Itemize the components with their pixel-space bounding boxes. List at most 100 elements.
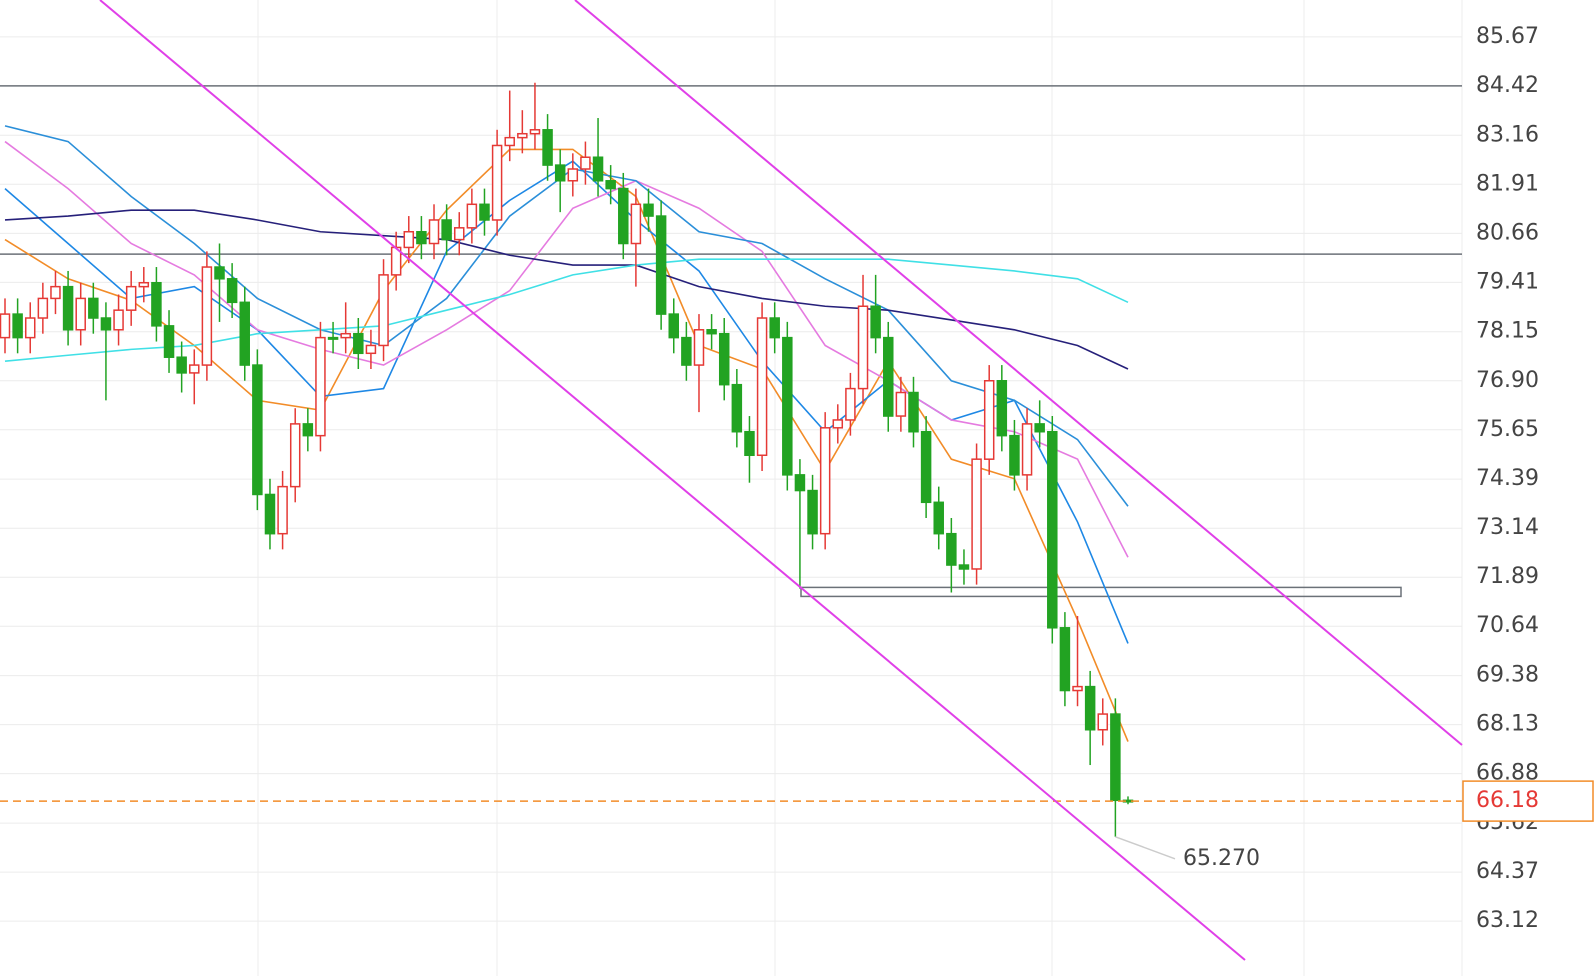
moving-average xyxy=(4,148,1129,742)
y-tick-label: 64.37 xyxy=(1476,859,1539,884)
candle-body xyxy=(252,364,263,496)
candle-body xyxy=(24,317,36,339)
candle-body xyxy=(1009,434,1020,476)
y-tick-label: 83.16 xyxy=(1476,122,1539,147)
y-tick-label: 63.12 xyxy=(1476,908,1539,933)
candle-body xyxy=(630,203,642,245)
candle-body xyxy=(0,313,11,339)
candle-body xyxy=(933,501,944,535)
candle-body xyxy=(731,383,743,433)
candle-body xyxy=(517,132,528,139)
y-tick-label: 73.14 xyxy=(1476,515,1539,540)
candle-body xyxy=(88,297,99,319)
candle-body xyxy=(870,305,881,339)
y-tick-label: 70.64 xyxy=(1476,613,1539,638)
candle-body xyxy=(782,336,793,476)
candle-body xyxy=(832,419,844,429)
y-tick-label: 71.89 xyxy=(1476,564,1539,589)
candle-body xyxy=(1084,685,1096,731)
candle-body xyxy=(580,156,591,170)
marks-layer xyxy=(0,82,1462,837)
candle-body xyxy=(1047,430,1058,629)
candle-body xyxy=(353,332,364,355)
candle-body xyxy=(441,219,452,241)
candle-body xyxy=(365,344,377,355)
moving-average xyxy=(4,125,1129,507)
moving-average xyxy=(4,209,1129,370)
range-box xyxy=(800,586,1402,598)
vertical-grid xyxy=(257,0,1463,976)
candle-body xyxy=(794,474,806,492)
y-tick-label: 84.42 xyxy=(1476,73,1539,98)
candle-body xyxy=(1059,627,1071,692)
candle-body xyxy=(895,391,907,417)
candle-body xyxy=(277,485,288,535)
y-tick-label: 81.91 xyxy=(1476,171,1539,196)
candle-body xyxy=(453,227,465,241)
candle-body xyxy=(996,380,1008,437)
candle-body xyxy=(504,136,515,147)
y-tick-label: 68.13 xyxy=(1476,712,1539,737)
candle-body xyxy=(643,203,654,217)
candle-body xyxy=(1110,713,1121,802)
candle-body xyxy=(340,332,351,339)
candle-body xyxy=(769,317,780,339)
candle-body xyxy=(655,215,667,315)
candle-body xyxy=(567,168,579,182)
candle-body xyxy=(908,391,919,433)
candle-body xyxy=(744,430,755,457)
candle-body xyxy=(37,297,49,319)
candle-body xyxy=(12,313,23,339)
candle-body xyxy=(289,423,301,488)
candle-body xyxy=(693,329,705,366)
candle-body xyxy=(479,203,490,221)
candle-body xyxy=(605,180,616,190)
candle-body xyxy=(327,336,339,340)
candle-body xyxy=(100,317,112,331)
candle-body xyxy=(592,156,604,182)
candle-body xyxy=(75,297,86,331)
candle-body xyxy=(201,266,213,366)
candle-body xyxy=(946,532,957,566)
candle-body xyxy=(163,325,175,358)
candle-body xyxy=(138,281,150,288)
candle-body xyxy=(618,187,629,245)
candle-body xyxy=(491,144,503,221)
candle-body xyxy=(668,313,680,339)
y-tick-label: 69.38 xyxy=(1476,663,1539,688)
candle-body xyxy=(264,493,276,535)
candle-body xyxy=(542,129,553,166)
candle-body xyxy=(681,336,692,366)
candle-body xyxy=(189,364,200,374)
y-tick-label: 78.15 xyxy=(1476,319,1539,344)
channel-line xyxy=(574,0,1463,746)
moving-average xyxy=(4,258,1129,362)
candle-body xyxy=(239,301,250,366)
channel-line xyxy=(99,0,1246,961)
candle-body xyxy=(62,285,74,331)
candle-body xyxy=(428,219,440,245)
candle-body xyxy=(403,230,415,249)
candle-body xyxy=(1034,423,1045,433)
candle-body xyxy=(1072,685,1083,692)
candle-body xyxy=(1097,713,1109,731)
candle-body xyxy=(214,266,225,280)
candle-body xyxy=(958,564,970,570)
y-tick-label: 79.41 xyxy=(1476,269,1539,294)
y-tick-label: 76.90 xyxy=(1476,368,1539,393)
candle-body xyxy=(718,332,730,386)
moving-average xyxy=(4,140,1129,558)
candle-body xyxy=(315,336,326,437)
candle-body xyxy=(529,129,541,135)
last-price-label: 66.18 xyxy=(1476,788,1539,813)
candle-body xyxy=(302,423,314,437)
candle-body xyxy=(50,285,61,300)
candle-body xyxy=(226,278,238,304)
candle-body xyxy=(971,458,982,570)
candle-body xyxy=(819,427,831,535)
candle-body xyxy=(125,285,137,311)
labels-layer: 85.67 84.42 83.16 81.91 80.66 79.41 78.15 76.90… xyxy=(1115,24,1594,933)
y-tick-label: 74.39 xyxy=(1476,466,1539,491)
candle-body xyxy=(807,489,818,535)
